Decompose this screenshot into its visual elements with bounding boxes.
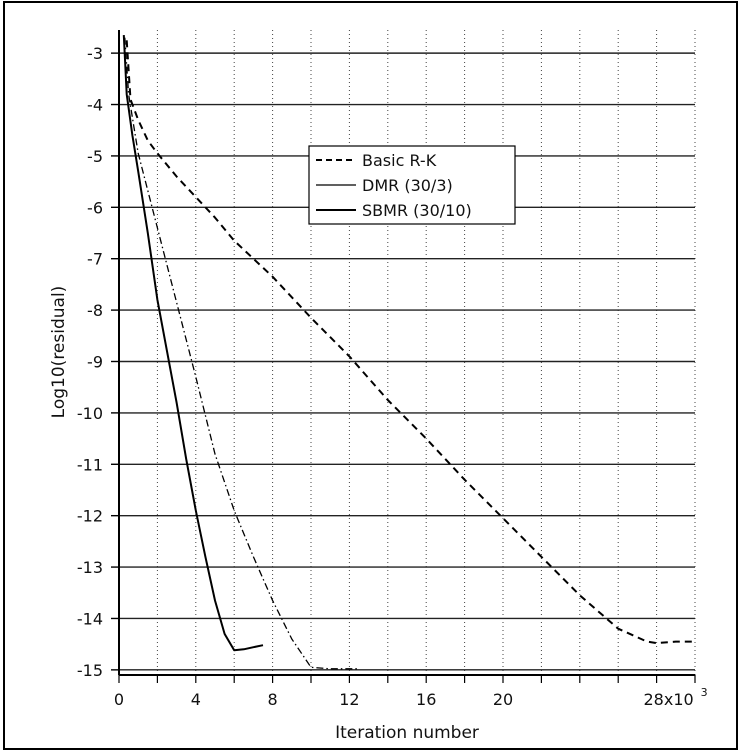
series-line-0 xyxy=(125,40,695,645)
y-tick-labels: -3 -4 -5 -6 -7 -8 -9 -10 -11 -12 -13 -14 -15 xyxy=(77,44,119,680)
y-tick-label: -10 xyxy=(77,404,103,423)
y-tick-label: -9 xyxy=(87,352,103,371)
y-tick-label: -8 xyxy=(87,301,103,320)
x-tick-label: 12 xyxy=(339,690,359,709)
series-line-2 xyxy=(122,35,264,652)
y-tick-label: -12 xyxy=(77,507,103,526)
legend: Basic R-K DMR (30/3) SBMR (30/10) xyxy=(308,145,516,225)
x-tick-label: 4 xyxy=(191,690,201,709)
horizontal-gridlines xyxy=(119,52,695,671)
x-tick-labels: 0 4 8 12 16 20 28x10 3 xyxy=(114,675,708,709)
legend-label-0: Basic R-K xyxy=(362,151,437,170)
y-tick-label: -6 xyxy=(87,198,103,217)
y-tick-label: -7 xyxy=(87,250,103,269)
y-tick-label: -5 xyxy=(87,147,103,166)
y-tick-label: -11 xyxy=(77,455,103,474)
x-tick-label: 8 xyxy=(268,690,278,709)
y-axis-label: Log10(residual) xyxy=(49,286,69,419)
legend-label-2: SBMR (30/10) xyxy=(362,201,472,220)
x-tick-label: 20 xyxy=(493,690,513,709)
y-tick-label: -13 xyxy=(77,558,103,577)
x-tick-label: 28x10 xyxy=(644,690,694,709)
outer-frame xyxy=(3,1,738,750)
y-tick-label: -4 xyxy=(87,96,103,115)
y-tick-label: -14 xyxy=(77,609,103,628)
legend-label-1: DMR (30/3) xyxy=(362,176,453,195)
y-tick-label: -15 xyxy=(77,661,103,680)
y-tick-label: -3 xyxy=(87,44,103,63)
x-tick-label: 16 xyxy=(416,690,436,709)
x-tick-exponent: 3 xyxy=(701,686,708,699)
x-tick-label: 0 xyxy=(114,690,124,709)
x-axis-label: Iteration number xyxy=(335,723,479,743)
series-lines xyxy=(122,35,695,670)
